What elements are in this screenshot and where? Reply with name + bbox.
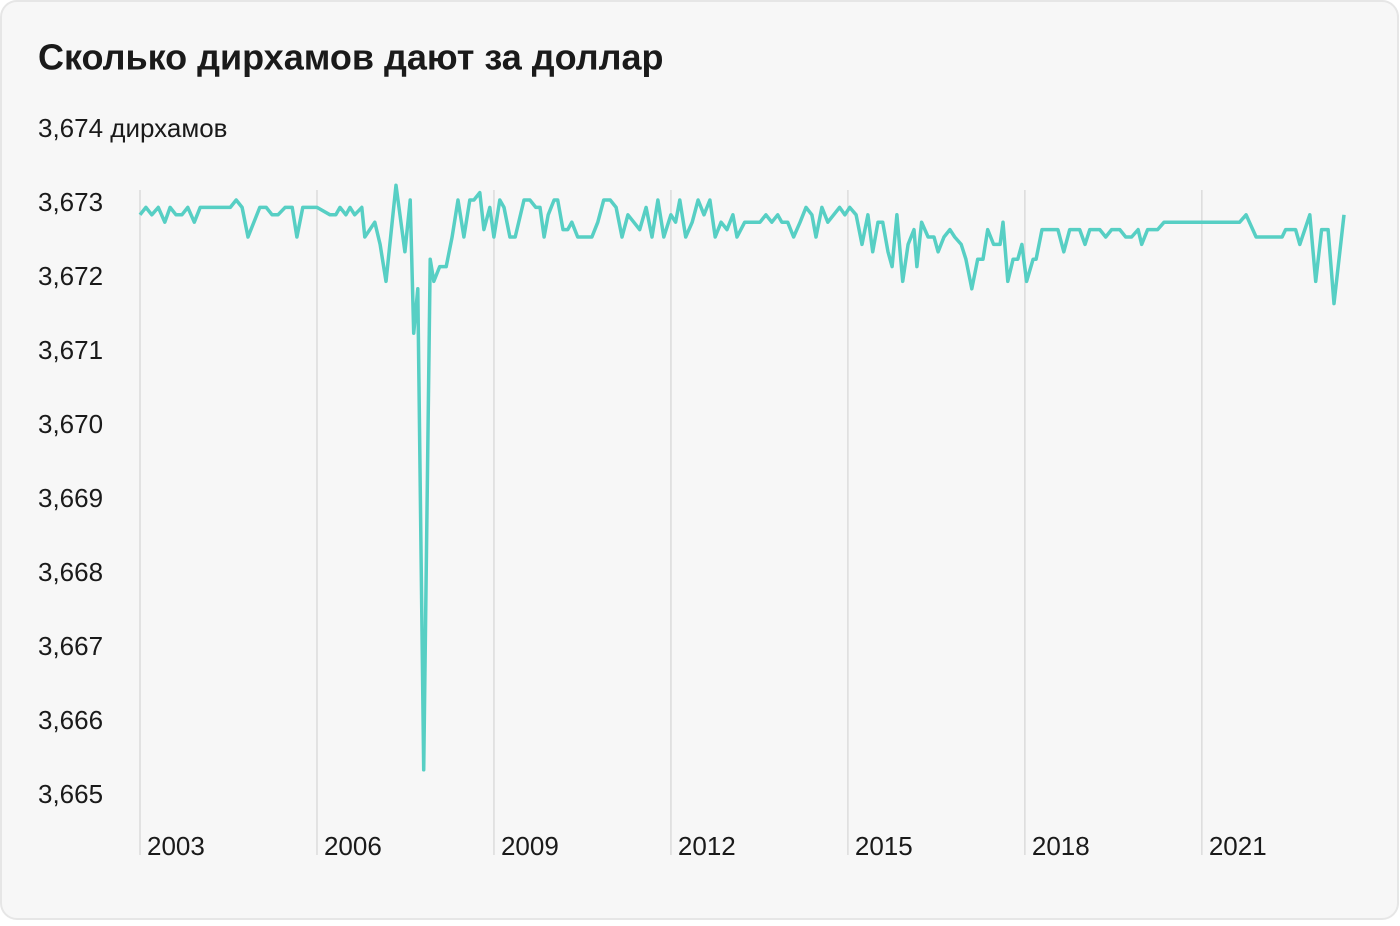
y-tick-label: 3,666 — [38, 705, 103, 735]
x-tick-label: 2003 — [147, 831, 205, 861]
x-tick-label: 2015 — [855, 831, 913, 861]
y-tick-label: 3,669 — [38, 483, 103, 513]
x-tick-label: 2009 — [501, 831, 559, 861]
y-tick-label: 3,671 — [38, 335, 103, 365]
x-tick-label: 2018 — [1032, 831, 1090, 861]
data-line — [138, 183, 1346, 772]
y-tick-label: 3,672 — [38, 261, 103, 291]
y-tick-label: 3,665 — [38, 779, 103, 809]
chart-title: Сколько дирхамов дают за доллар — [38, 37, 663, 78]
x-tick-label: 2021 — [1209, 831, 1267, 861]
y-tick-label: 3,673 — [38, 187, 103, 217]
y-tick-label: 3,670 — [38, 409, 103, 439]
y-tick-label: 3,668 — [38, 557, 103, 587]
y-tick-label: 3,674 дирхамов — [38, 113, 227, 143]
x-tick-label: 2012 — [678, 831, 736, 861]
y-tick-label: 3,667 — [38, 631, 103, 661]
x-tick-label: 2006 — [324, 831, 382, 861]
